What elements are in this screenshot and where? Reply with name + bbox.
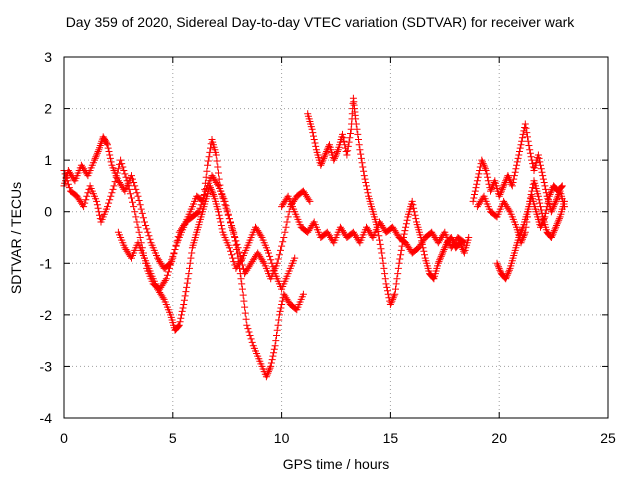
tick-layer: 0 5 10 15 20 25 -4 -3 -2 -1 0 1 2 3 — [40, 49, 616, 446]
y-tick-label: -2 — [40, 307, 53, 323]
x-tick-label: 5 — [169, 430, 177, 446]
y-tick-label: -3 — [40, 358, 53, 374]
series-arc-8 — [493, 182, 566, 283]
y-tick-label: 1 — [44, 152, 52, 168]
y-tick-label: -1 — [40, 255, 53, 271]
series-arc-3 — [114, 182, 299, 334]
y-tick-label: 3 — [44, 49, 52, 65]
x-tick-label: 20 — [491, 430, 507, 446]
data-point-markers — [469, 120, 568, 216]
chart-title: Day 359 of 2020, Sidereal Day-to-day VTE… — [65, 14, 575, 30]
data-point-markers — [278, 192, 468, 257]
series-arc-6 — [469, 120, 568, 216]
data-point-markers — [493, 182, 566, 283]
series-arc-7 — [473, 177, 568, 247]
plot-frame — [63, 56, 609, 419]
x-tick-label: 10 — [274, 430, 290, 446]
x-tick-label: 25 — [600, 430, 616, 446]
data-layer — [60, 94, 568, 381]
y-tick-label: 2 — [44, 101, 52, 117]
data-point-markers — [304, 94, 473, 308]
x-tick-label: 0 — [60, 430, 68, 446]
y-tick-label: -4 — [40, 410, 53, 426]
y-tick-label: 0 — [44, 204, 52, 220]
data-point-markers — [473, 177, 568, 247]
y-axis-label: SDTVAR / TECUs — [8, 181, 24, 295]
data-point-markers — [114, 182, 299, 334]
series-arc-4 — [304, 94, 473, 308]
series-arc-5 — [278, 192, 468, 257]
x-axis-label: GPS time / hours — [282, 456, 390, 472]
x-tick-label: 15 — [383, 430, 399, 446]
